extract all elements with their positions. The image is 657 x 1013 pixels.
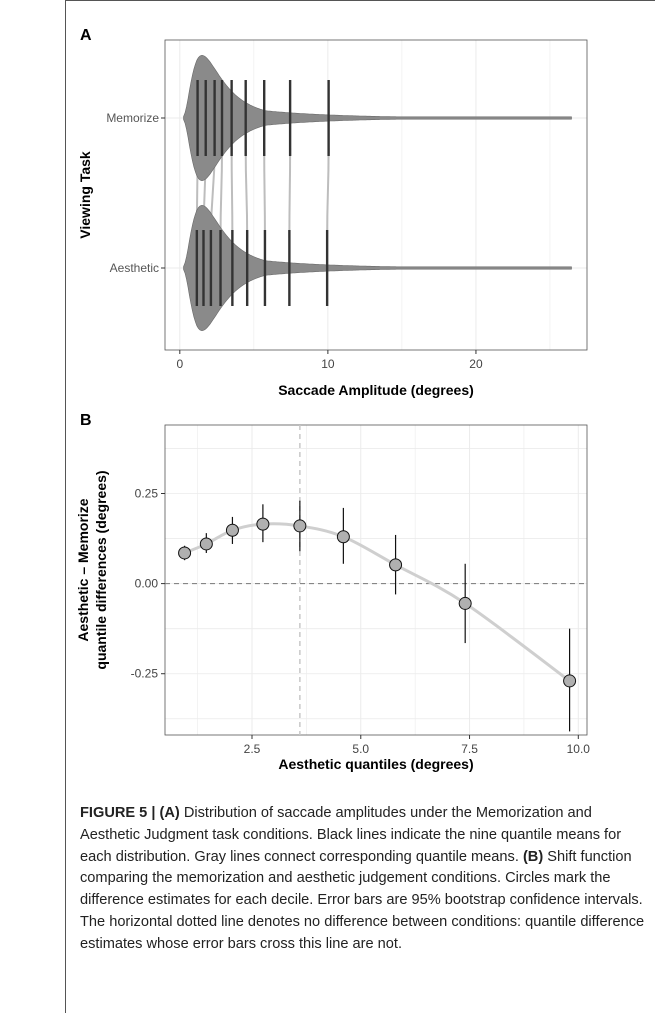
- panel-b-x-tick-label: 2.5: [244, 742, 261, 756]
- panel-b-shift-curve: [184, 522, 571, 683]
- panel-a-x-axis-label: Saccade Amplitude (degrees): [278, 382, 474, 398]
- panel-b-x-tick-label: 10.0: [567, 742, 591, 756]
- panel-b-point: [256, 517, 270, 531]
- panel-a-connector: [326, 147, 330, 239]
- panel-a-connector: [288, 147, 292, 239]
- panel-a-connector: [263, 147, 266, 239]
- panel-b-point: [336, 530, 350, 544]
- panel-b-label: B: [80, 412, 92, 429]
- panel-a-plot-border: [164, 39, 588, 351]
- panel-a-violins: [183, 55, 572, 331]
- panel-b-plot-border: [164, 424, 588, 736]
- panel-b-point: [178, 546, 192, 560]
- panel-b-point: [458, 596, 472, 610]
- panel-b-points: [178, 517, 577, 688]
- panel-a-x-tick-label: 20: [469, 357, 483, 371]
- panel-a-quantile-lines: [195, 80, 330, 306]
- panel-b-point: [563, 674, 577, 688]
- panel-a-connector: [219, 147, 224, 239]
- panel-a-violin-aesthetic: [183, 205, 572, 331]
- panel-b-smooth-curve: [184, 522, 571, 683]
- panel-b-x-axis-label: Aesthetic quantiles (degrees): [278, 756, 473, 772]
- panel-b-x-tick-label: 7.5: [461, 742, 478, 756]
- caption-part-a-label: (A): [159, 805, 180, 821]
- panel-b-point: [225, 523, 239, 537]
- panel-a-axes: 0 10 20 Memorize Aesthetic: [106, 111, 483, 371]
- panel-b-error-bars: [183, 500, 571, 732]
- frame-top-border: [65, 0, 655, 1]
- panel-a-y-tick-label: Memorize: [106, 111, 159, 125]
- panel-b-shift-function-chart: 2.5 5.0 7.5 10.0 0.25 0.00 -0.25 Aesthetic – M…: [75, 424, 591, 772]
- caption-part-b-text: Shift function comparing the memorizatio…: [80, 848, 645, 952]
- figure-frame: [65, 0, 655, 1013]
- panel-a-y-tick-label: Aesthetic: [110, 261, 159, 275]
- panel-b-point: [389, 558, 403, 572]
- panel-a-connector: [244, 147, 249, 239]
- panel-a-x-tick-label: 0: [176, 357, 183, 371]
- panel-b-axes: 2.5 5.0 7.5 10.0 0.25 0.00 -0.25: [131, 486, 591, 756]
- panel-a-violin-memorize: [183, 55, 572, 181]
- caption-part-b-label: (B): [522, 848, 544, 865]
- panel-b-point: [293, 519, 307, 533]
- panel-b-gridlines: [165, 425, 587, 735]
- panel-b-y-tick-label: 0.00: [135, 577, 159, 591]
- panel-a-y-axis-label: Viewing Task: [77, 151, 93, 239]
- caption-figure-label: FIGURE 5 |: [80, 805, 160, 821]
- panel-a-x-tick-label: 10: [321, 357, 335, 371]
- panel-b-y-axis-label-line1: Aesthetic – Memorize: [75, 498, 91, 641]
- figure-caption: FIGURE 5 | (A) Distribution of saccade a…: [80, 803, 650, 956]
- frame-left-border: [65, 0, 66, 1013]
- panel-a-gridlines: [165, 40, 587, 350]
- panel-b-y-axis-label-line2: quantile differences (degrees): [93, 470, 109, 669]
- panel-a-violin-chart: 0 10 20 Memorize Aesthetic Viewing Task Sacc…: [77, 39, 588, 398]
- panel-b-y-tick-label: 0.25: [135, 486, 159, 500]
- panel-b-point: [199, 537, 213, 551]
- panel-b-x-tick-label: 5.0: [352, 742, 369, 756]
- panel-b-y-tick-label: -0.25: [131, 667, 159, 681]
- panel-b-reference-lines: [165, 425, 587, 735]
- caption-part-a-text: Distribution of saccade amplitudes under…: [80, 805, 622, 865]
- panel-a-connector: [230, 147, 234, 239]
- panel-a-label: A: [80, 27, 92, 44]
